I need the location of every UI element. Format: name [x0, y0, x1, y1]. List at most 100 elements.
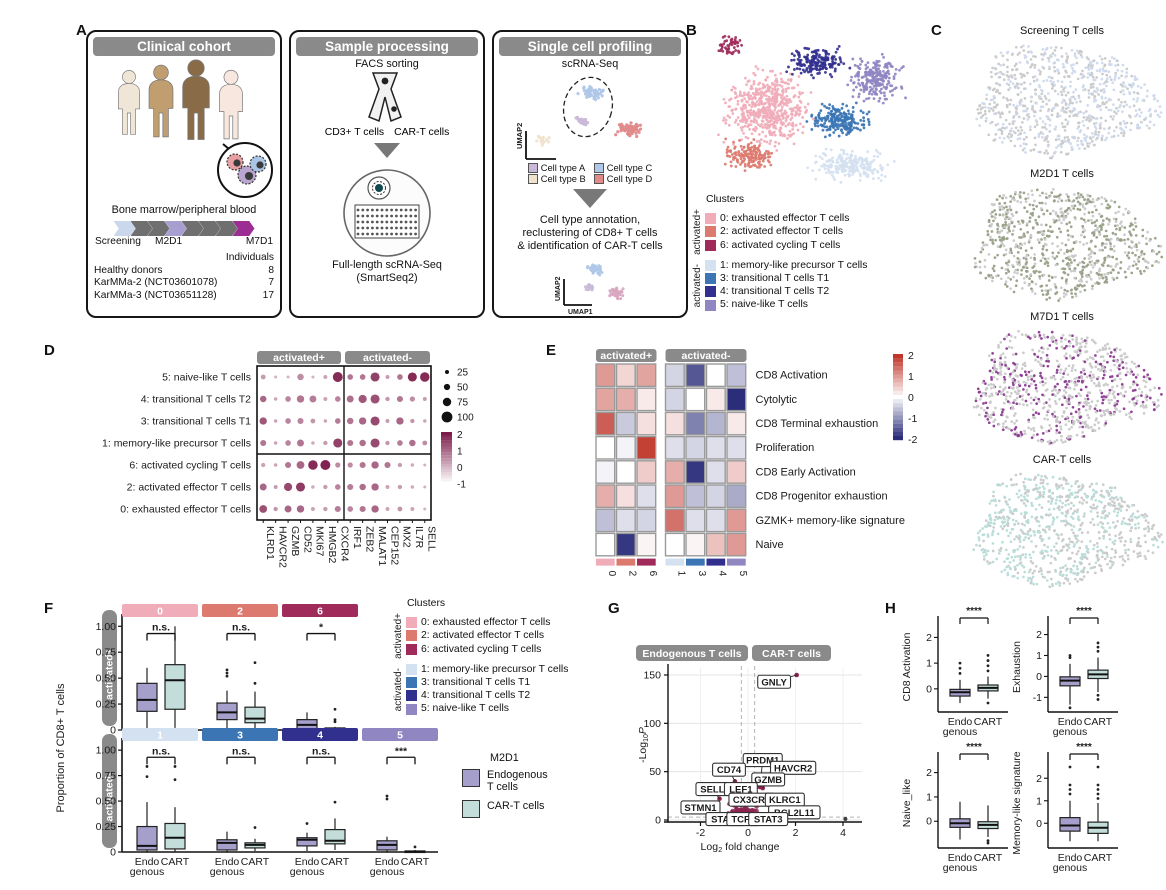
cell-type-legend-item: Cell type D: [593, 173, 652, 184]
cluster-group-label: activated+: [692, 209, 703, 255]
cluster-legend-item: 3: transitional T cells T1: [705, 272, 867, 285]
timeline-chevron: [215, 221, 238, 236]
cart-cells-label: CAR-T cells: [394, 127, 450, 138]
panel-d-label: D: [44, 342, 55, 359]
cluster-legend-item: 1: memory-like precursor T cells: [406, 663, 568, 676]
cluster-legend-b: Clusters activated+ 0: exhausted effector …: [692, 194, 867, 312]
svg-text:UMAP2: UMAP2: [555, 276, 562, 301]
cluster-swatch: [406, 630, 417, 642]
timeline-chevron: [232, 221, 255, 236]
timeline-chevron: [198, 221, 221, 236]
cluster-swatch: [705, 259, 716, 271]
single-cell-profiling-title: Single cell profiling: [499, 37, 681, 56]
cluster-swatch: [705, 273, 716, 285]
patient-silhouettes-illustration: [118, 59, 273, 198]
svg-text:UMAP1: UMAP1: [530, 161, 556, 162]
cluster-legend-item: 2: activated effector T cells: [406, 629, 550, 642]
clinical-cohort-box: Clinical cohort Bone marrow/peripheral b…: [86, 30, 282, 318]
svg-text:UMAP1: UMAP1: [568, 309, 593, 316]
cluster-swatch: [406, 643, 417, 655]
timeline-label-m2d1: M2D1: [155, 236, 183, 247]
down-arrow-icon: [573, 188, 607, 208]
timeline-label-m7d1: M7D1: [245, 236, 273, 247]
sample-processing-box: Sample processing FACS sorting CD3+ T ce…: [289, 30, 485, 318]
cluster-legend-f: Clusters activated+ 0: exhausted effector …: [393, 598, 568, 716]
annotation-text: Cell type annotation, reclustering of CD8…: [517, 213, 663, 252]
panel-e-label: E: [546, 342, 557, 359]
person-silhouette: [219, 69, 243, 140]
c-panel-title: M2D1 T cells: [1030, 168, 1094, 180]
cluster-swatch: [406, 690, 417, 702]
seq-label-1: Full-length scRNA-Seq: [332, 259, 442, 271]
cluster-group-label: activated-: [692, 263, 703, 307]
umap-schematic: UMAP2 UMAP1: [515, 76, 643, 162]
sample-processing-title: Sample processing: [296, 37, 478, 56]
timeline-chevron: [147, 221, 170, 236]
panel-g-label: G: [608, 600, 620, 617]
svg-text:UMAP2: UMAP2: [515, 123, 524, 149]
individuals-header: Individuals: [225, 252, 274, 263]
facs-label: FACS sorting: [355, 58, 419, 70]
c-panel-title: M7D1 T cells: [1030, 311, 1094, 323]
cell-type-legend-item: Cell type B: [527, 173, 586, 184]
cluster-legend-item: 5: naive-like T cells: [406, 702, 568, 715]
timeline-chevron: [130, 221, 153, 236]
scrna-label: scRNA-Seq: [561, 58, 619, 70]
down-arrow-icon: [374, 143, 400, 158]
cluster-swatch: [406, 677, 417, 689]
individuals-row: KarMMa-3 (NCT03651128) 17: [94, 289, 274, 301]
cluster-legend-item: 3: transitional T cells T1: [406, 676, 568, 689]
cluster-swatch: [705, 299, 716, 311]
cell-type-legend: Cell type A Cell type C Cell type B Cell ty…: [527, 162, 652, 184]
cluster-legend-item: 4: transitional T cells T2: [406, 689, 568, 702]
timeline-chevron: [113, 221, 136, 236]
panel-h-label: H: [885, 600, 896, 617]
panel-a-label: A: [76, 22, 87, 39]
timeline-label-screening: Screening: [95, 236, 141, 247]
clusters-legend-title: Clusters: [706, 194, 745, 205]
cluster-swatch: [705, 213, 716, 225]
cluster-group-label: activated+: [393, 613, 404, 659]
cohort-caption: Bone marrow/peripheral blood: [111, 204, 257, 216]
cell-type-legend-item: Cell type A: [527, 162, 586, 173]
person-silhouette: [118, 70, 140, 135]
timeline-labels: Screening M2D1 M7D1: [95, 236, 273, 249]
cd3-cells-label: CD3+ T cells: [324, 127, 385, 138]
c-panel-title: CAR-T cells: [1032, 454, 1092, 466]
seq-label-2: (SmartSeq2): [356, 272, 418, 284]
m2d1-legend-item: Endogenous T cells: [462, 769, 548, 793]
well-plate-icon: [343, 169, 431, 257]
c-panel-title: Screening T cells: [1020, 25, 1104, 37]
panel-f-label: F: [44, 600, 54, 617]
cluster-legend-item: 0: exhausted effector T cells: [406, 616, 550, 629]
single-cell-profiling-box: Single cell profiling scRNA-Seq UMAP2UMA…: [492, 30, 688, 318]
person-silhouette: [182, 59, 210, 140]
cluster-legend-item: 2: activated effector T cells: [705, 225, 849, 238]
cluster-swatch: [705, 286, 716, 298]
timepoint-arrow-strip: [113, 221, 255, 236]
cluster-swatch: [406, 663, 417, 675]
cluster-swatch: [406, 617, 417, 629]
cluster-swatch: [705, 239, 716, 251]
m2d1-legend: M2D1 Endogenous T cells CAR-T cells: [462, 752, 548, 825]
cell-type-legend-item: Cell type C: [593, 162, 652, 173]
facs-sorter-icon: [368, 72, 402, 123]
m2d1-legend-item: CAR-T cells: [462, 800, 548, 818]
individuals-table: Individuals Healthy donors 8 KarMMa-2 (NCT…: [94, 252, 274, 302]
clusters-legend-title: Clusters: [407, 598, 446, 609]
individuals-row: Healthy donors 8: [94, 264, 274, 276]
timeline-chevron: [164, 221, 187, 236]
individuals-row: KarMMa-2 (NCT03601078) 7: [94, 277, 274, 288]
sorted-cell-labels: CD3+ T cells CAR-T cells: [291, 127, 483, 138]
timeline-chevron: [181, 221, 204, 236]
panel-c-label: C: [931, 22, 942, 39]
cluster-swatch: [705, 226, 716, 238]
cluster-group-label: activated-: [393, 667, 404, 711]
cluster-legend-item: 6: activated cycling T cells: [705, 239, 849, 252]
cluster-legend-item: 1: memory-like precursor T cells: [705, 259, 867, 272]
cluster-legend-item: 6: activated cycling T cells: [406, 643, 550, 656]
umap-schematic-small: UMAP2 UMAP1: [555, 263, 625, 316]
clinical-cohort-title: Clinical cohort: [93, 37, 275, 56]
